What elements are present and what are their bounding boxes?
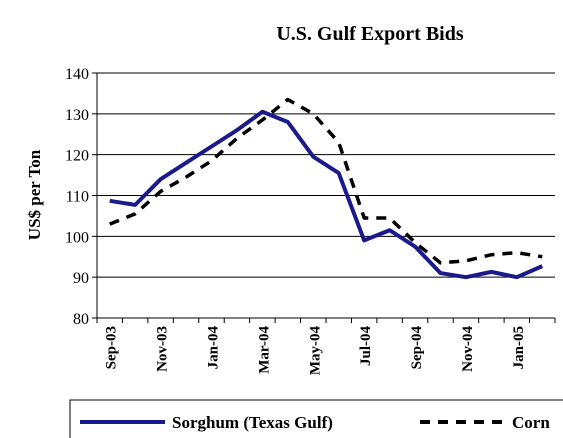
x-tick-label: Sep-04 (409, 326, 425, 370)
y-tick-label: 100 (65, 229, 89, 246)
x-tick-label: Jan-05 (511, 326, 527, 369)
legend-box (69, 399, 563, 438)
x-tick-label: Jul-04 (358, 326, 374, 367)
chart-title: U.S. Gulf Export Bids (276, 23, 463, 45)
legend-label: Corn (512, 413, 550, 432)
x-tick-label: Sep-03 (104, 326, 120, 369)
legend-label: Sorghum (Texas Gulf) (172, 413, 333, 432)
x-tick-label: Nov-03 (155, 326, 171, 372)
y-tick-label: 110 (66, 189, 89, 206)
y-tick-label: 90 (73, 270, 89, 287)
series-line (109, 109, 544, 280)
y-tick-label: 120 (65, 148, 89, 165)
series-line (109, 97, 543, 265)
y-tick-label: 140 (65, 66, 89, 83)
y-axis-label: US$ per Ton (25, 149, 44, 240)
x-tick-label: May-04 (307, 326, 323, 376)
x-tick-label: Mar-04 (256, 326, 272, 374)
y-tick-label: 130 (65, 107, 89, 124)
x-tick-label: Nov-04 (460, 326, 476, 372)
x-tick-label: Jan-04 (206, 326, 222, 370)
y-tick-label: 80 (73, 311, 89, 328)
